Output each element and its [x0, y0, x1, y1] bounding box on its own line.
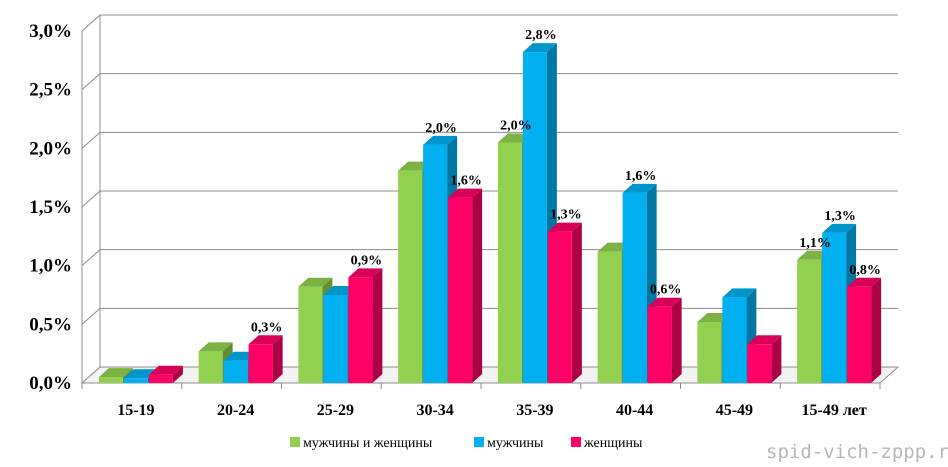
x-tick-label: 15-19 [117, 402, 154, 419]
bar-top [722, 288, 757, 298]
data-labels: 0,3% 0,9% 2,0% 1,6% 2,0% 2,8% 1,3% 1,6% 0,6% 1,1%… [251, 28, 881, 335]
bar-top [622, 183, 657, 193]
bar [647, 306, 672, 383]
bar-top [423, 135, 458, 145]
y-axis-ticks: 0,0% 0,5% 1,0% 1,5% 2,0% 2,5% 3,0% [29, 21, 72, 394]
legend-label: мужчины и женщины [303, 436, 433, 451]
bar [198, 351, 223, 383]
data-label: 1,3% [550, 208, 582, 223]
bar [323, 295, 348, 383]
x-tick-label: 45-49 [716, 402, 753, 419]
x-tick-label: 30-34 [416, 402, 453, 419]
legend-label: женщины [583, 436, 643, 451]
bar [298, 286, 323, 383]
x-tick-label: 20-24 [217, 402, 254, 419]
bar [123, 378, 148, 383]
bar-top [747, 335, 782, 345]
data-label: 1,3% [824, 209, 856, 224]
bar [797, 259, 822, 383]
bar-side [472, 188, 483, 383]
bar-top [647, 297, 682, 307]
bar-top [248, 335, 283, 345]
bar [697, 321, 722, 383]
bar-side [571, 222, 582, 383]
bar [448, 197, 473, 383]
bar-top [298, 277, 333, 287]
bar [223, 360, 248, 383]
gridline [81, 131, 898, 149]
bar [747, 344, 772, 383]
legend-swatch [571, 437, 581, 447]
data-label: 2,0% [500, 118, 532, 133]
bar-top [547, 222, 582, 232]
bar [722, 297, 747, 383]
y-tick-label: 2,5% [29, 80, 72, 101]
bar-side [771, 335, 782, 383]
data-label: 0,9% [351, 253, 383, 268]
gridline [81, 14, 898, 32]
y-tick-label: 3,0% [29, 21, 72, 42]
gridline [81, 249, 898, 267]
bar [423, 144, 448, 383]
y-tick-label: 0,0% [29, 373, 72, 394]
data-label: 2,0% [425, 121, 457, 136]
x-tick-label: 35-39 [516, 402, 553, 419]
bar [547, 231, 572, 383]
bar-side [272, 335, 283, 383]
bar [148, 374, 173, 383]
bar-top [198, 342, 233, 352]
bar-side [871, 277, 882, 383]
data-label: 0,6% [650, 283, 682, 298]
legend: мужчины и женщины мужчины женщины [290, 436, 643, 451]
watermark: spid-vich-zppp.ru [766, 441, 948, 463]
bar [597, 251, 622, 383]
bar-top [148, 365, 183, 375]
x-tick-label: 25-29 [317, 402, 354, 419]
bar-top [822, 223, 857, 233]
bar [248, 344, 273, 383]
x-tick-label: 15-49 лет [801, 402, 866, 419]
data-label: 1,6% [625, 169, 657, 184]
data-label: 1,6% [450, 174, 482, 189]
bar-side [172, 365, 183, 383]
bar [98, 377, 123, 383]
x-axis-ticks: 15-19 20-24 25-29 30-34 35-39 40-44 45-49 15-49… [117, 402, 867, 419]
y-tick-label: 2,0% [29, 138, 72, 159]
bar [822, 232, 847, 383]
legend-label: мужчины [487, 436, 544, 451]
y-tick-label: 1,5% [29, 197, 72, 218]
bar-top [847, 277, 882, 287]
data-label: 0,8% [849, 263, 881, 278]
bar [398, 170, 423, 383]
y-tick-label: 0,5% [29, 314, 72, 335]
legend-swatch [474, 437, 484, 447]
bar-side [372, 268, 383, 383]
x-tick-label: 40-44 [616, 402, 653, 419]
bar-top [98, 368, 133, 378]
data-label: 1,1% [799, 236, 831, 251]
bar-side [671, 297, 682, 383]
bar [622, 192, 647, 383]
grid [80, 14, 900, 389]
data-label: 0,3% [251, 320, 283, 335]
gridline [81, 307, 898, 325]
bar-top [348, 268, 383, 278]
bars [98, 43, 882, 384]
gridline [81, 73, 898, 91]
gridline [81, 190, 898, 208]
bar [348, 277, 373, 383]
legend-swatch [290, 437, 300, 447]
bar [847, 286, 872, 383]
bar-top [522, 43, 557, 53]
bar [522, 52, 547, 384]
y-tick-label: 1,0% [29, 256, 72, 277]
data-label: 2,8% [525, 28, 557, 43]
bar [497, 142, 522, 383]
bar-top [448, 188, 483, 198]
